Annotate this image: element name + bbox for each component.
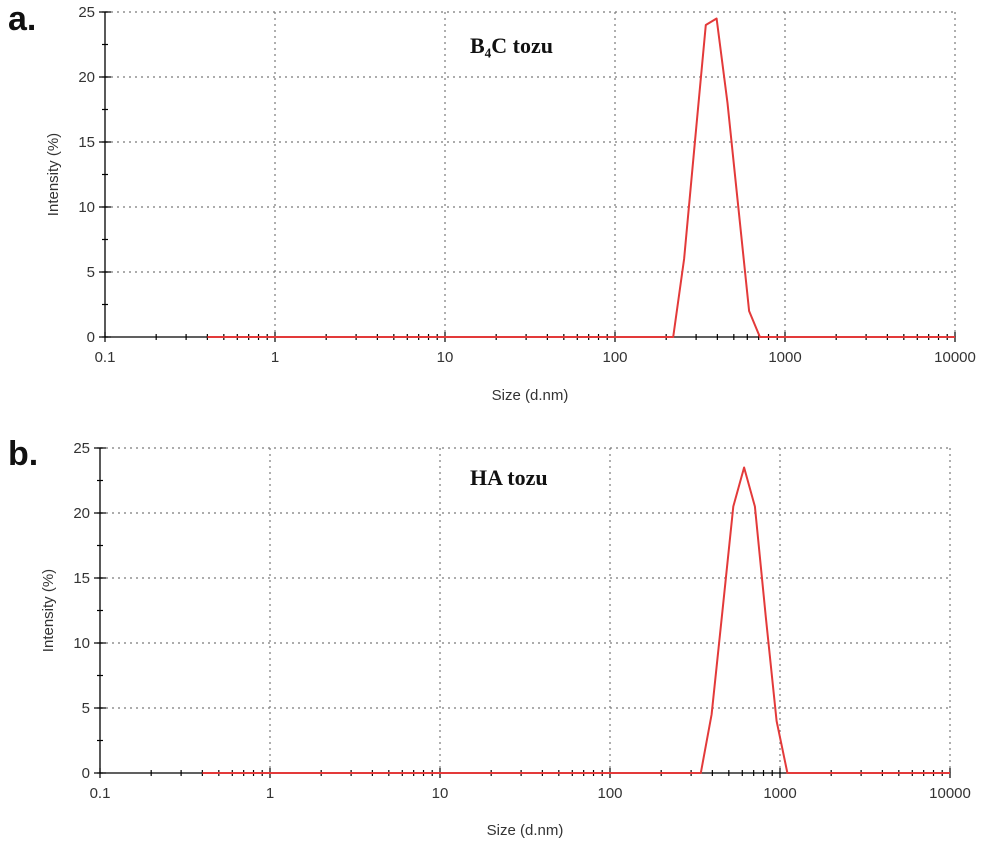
y-tick-label-0: 0: [82, 765, 90, 782]
series-line-0: [207, 17, 955, 338]
x-tick-label-0: 0.1: [95, 349, 116, 366]
panel-b: 0.1 1 10 100 1000 10000 0 5 10 15 20 25 Size (d.nm) I…: [8, 435, 971, 839]
sample-annotation: HA tozu: [470, 465, 548, 490]
sample-annotation: B₄C tozu: [470, 33, 553, 58]
x-tick-label-2: 10: [432, 785, 449, 802]
y-tick-label-1: 5: [87, 264, 95, 281]
y-tick-label-0: 0: [87, 329, 95, 346]
y-tick-label-1: 5: [82, 700, 90, 717]
y-tick-label-4: 20: [78, 69, 95, 86]
y-tick-label-4: 20: [73, 505, 90, 522]
x-tick-label-4: 1000: [763, 785, 796, 802]
x-axis-title: Size (d.nm): [492, 387, 569, 404]
series-line-0: [202, 466, 950, 774]
x-tick-label-2: 10: [437, 349, 454, 366]
y-tick-label-3: 15: [78, 134, 95, 151]
x-tick-label-3: 100: [602, 349, 627, 366]
y-tick-label-2: 10: [78, 199, 95, 216]
y-tick-label-5: 25: [73, 440, 90, 457]
panel-label: b.: [8, 435, 38, 473]
y-tick-label-2: 10: [73, 635, 90, 652]
x-axis-title: Size (d.nm): [487, 822, 564, 839]
x-tick-label-4: 1000: [768, 349, 801, 366]
x-tick-label-1: 1: [266, 785, 274, 802]
x-tick-label-3: 100: [597, 785, 622, 802]
panel-label: a.: [8, 0, 36, 38]
panel-a: 0.1 1 10 100 1000 10000 0 5 10 15 20 25 Size (d.nm) I…: [8, 0, 976, 404]
y-tick-label-5: 25: [78, 4, 95, 21]
x-tick-label-1: 1: [271, 349, 279, 366]
x-tick-label-5: 10000: [929, 785, 971, 802]
y-axis-title: Intensity (%): [45, 133, 62, 216]
x-tick-label-0: 0.1: [90, 785, 111, 802]
y-axis-title: Intensity (%): [40, 569, 57, 652]
x-tick-label-5: 10000: [934, 349, 976, 366]
y-tick-label-3: 15: [73, 570, 90, 587]
